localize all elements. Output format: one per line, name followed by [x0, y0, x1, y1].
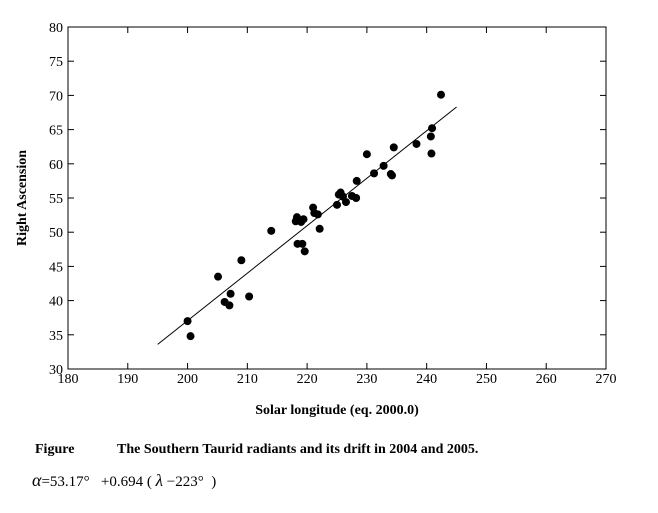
data-point [362, 150, 371, 159]
data-point [370, 169, 379, 178]
y-tick-label: 80 [49, 21, 63, 36]
data-point [387, 171, 396, 180]
figure-caption: Figure The Southern Taurid radiants and i… [35, 442, 478, 458]
formula-coef: +0.694 ( [100, 474, 152, 490]
formula-alpha: α [32, 470, 42, 490]
data-point [341, 198, 350, 207]
x-axis: 180 190 200 210 220 230 240 250 260 270 [58, 27, 617, 387]
scatter-chart: 180 190 200 210 220 230 240 250 260 270 30 35 40 45 5… [15, 21, 617, 418]
data-point [245, 292, 254, 301]
formula-equals: =53.17° [41, 474, 90, 490]
data-point [237, 256, 246, 265]
data-point [313, 210, 322, 219]
x-tick-label: 270 [596, 372, 617, 387]
data-point [333, 200, 341, 209]
x-tick-label: 200 [177, 372, 198, 387]
x-tick-label: 250 [476, 372, 497, 387]
y-tick-label: 60 [49, 158, 63, 173]
caption-label: Figure [35, 442, 75, 457]
y-tick-label: 70 [49, 89, 63, 104]
y-tick-label: 55 [49, 192, 63, 207]
data-point [267, 226, 276, 235]
drift-formula: α=53.17° +0.694 ( λ −223° ) [32, 470, 216, 491]
x-axis-title: Solar longitude (eq. 2000.0) [255, 403, 419, 418]
x-tick-label: 230 [356, 372, 377, 387]
y-tick-label: 65 [49, 124, 63, 139]
data-point [300, 247, 309, 256]
data-point [315, 224, 324, 233]
data-point [427, 149, 436, 158]
data-point [226, 289, 235, 298]
y-tick-label: 35 [49, 329, 63, 344]
data-point [183, 317, 192, 326]
y-tick-label: 40 [49, 295, 63, 310]
formula-rest: −223° [166, 474, 204, 490]
data-point [225, 301, 234, 310]
data-point [379, 161, 388, 170]
data-point [298, 239, 307, 248]
data-point [352, 176, 361, 185]
y-axis: 30 35 40 45 50 55 60 65 70 75 80 [49, 21, 606, 378]
data-point [352, 194, 361, 202]
y-tick-label: 45 [49, 260, 63, 275]
data-point [299, 215, 308, 224]
formula-close: ) [211, 474, 217, 490]
data-points [183, 90, 446, 341]
data-point [428, 124, 437, 133]
y-tick-label: 75 [49, 55, 63, 70]
caption-text: The Southern Taurid radiants and its dri… [117, 442, 479, 457]
x-tick-label: 190 [117, 372, 138, 387]
y-tick-label: 30 [49, 363, 63, 378]
data-point [412, 139, 421, 148]
data-point [426, 132, 435, 141]
x-tick-label: 210 [237, 372, 258, 387]
y-tick-label: 50 [49, 226, 63, 241]
regression-fit-line [157, 106, 457, 345]
y-axis-title: Right Ascension [15, 150, 30, 246]
x-tick-label: 220 [297, 372, 318, 387]
x-tick-label: 180 [58, 372, 79, 387]
data-point [214, 272, 223, 281]
data-point [437, 90, 446, 99]
data-point [186, 332, 195, 341]
x-tick-label: 260 [536, 372, 557, 387]
data-point [389, 143, 398, 152]
formula-lambda: λ [155, 471, 164, 490]
x-tick-label: 240 [416, 372, 437, 387]
